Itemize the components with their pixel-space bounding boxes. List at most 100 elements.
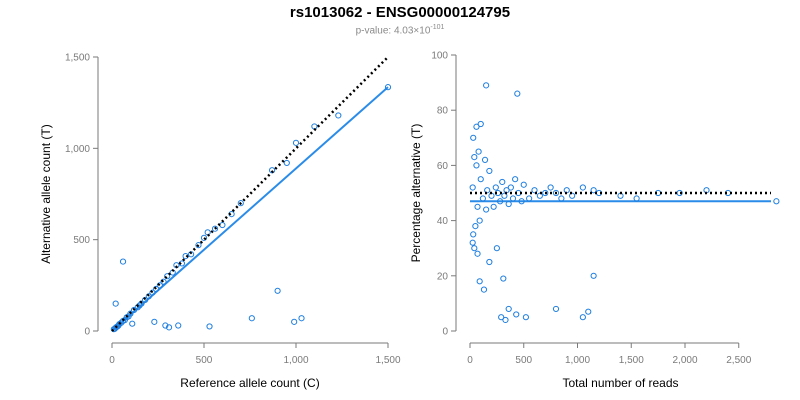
- y-axis-title: Alternative allele count (T): [39, 124, 53, 263]
- data-point: [484, 187, 491, 194]
- data-point: [490, 203, 497, 210]
- data-point: [211, 225, 219, 232]
- y-tick-label: 20: [437, 271, 449, 282]
- data-point: [160, 278, 167, 285]
- data-point: [633, 195, 640, 202]
- data-point: [590, 187, 597, 194]
- data-point: [499, 178, 506, 186]
- data-point: [237, 200, 244, 207]
- y-tick-label: 0: [442, 327, 448, 338]
- data-point: [200, 234, 208, 241]
- pvalue-base: 10: [419, 25, 431, 37]
- data-point: [481, 156, 489, 163]
- y-tick-label: 40: [437, 216, 449, 227]
- x-tick-label: 0: [109, 355, 115, 366]
- data-point: [469, 239, 476, 246]
- pvalue-prefix: p-value: 4.03: [355, 25, 414, 37]
- data-point: [486, 258, 493, 266]
- pvalue-times: ×: [413, 25, 420, 37]
- data-point: [498, 314, 505, 321]
- data-point: [291, 318, 298, 325]
- data-point: [531, 187, 538, 194]
- data-point: [486, 167, 493, 175]
- panel-1: 0 500 1,000 1,500 0 500 1,000 1,500 Reference al…: [39, 53, 401, 391]
- data-point: [473, 123, 480, 130]
- data-point: [480, 286, 488, 293]
- data-point: [500, 275, 507, 282]
- x-tick-label: 1,500: [375, 355, 400, 366]
- data-point: [153, 285, 160, 293]
- data-point: [384, 84, 392, 91]
- data-point: [138, 300, 145, 307]
- data-point: [165, 324, 173, 331]
- data-point: [579, 314, 586, 321]
- pvalue-exponent: -101: [430, 24, 445, 31]
- x-tick-label: 500: [196, 355, 213, 366]
- data-point: [492, 184, 499, 191]
- data-point: [195, 242, 202, 249]
- data-point: [129, 320, 136, 327]
- data-point: [579, 184, 586, 191]
- data-point: [501, 192, 508, 199]
- data-point: [151, 318, 158, 325]
- data-point: [552, 189, 560, 197]
- data-point: [552, 305, 560, 313]
- data-point: [473, 162, 480, 169]
- data-point: [476, 278, 483, 285]
- data-point: [204, 229, 211, 236]
- x-tick-label: 1,500: [619, 355, 644, 366]
- data-point: [470, 231, 477, 238]
- data-point: [112, 300, 119, 307]
- data-point: [474, 203, 481, 210]
- chart-subtitle: p-value: 4.03×10-101: [0, 24, 800, 36]
- data-point: [536, 192, 543, 199]
- data-point: [483, 206, 490, 213]
- data-point: [477, 176, 484, 183]
- x-tick-label: 2,500: [726, 355, 751, 366]
- data-point: [162, 322, 169, 329]
- data-point: [298, 315, 305, 322]
- data-point: [542, 189, 549, 197]
- data-point: [505, 305, 512, 313]
- data-point: [585, 308, 592, 315]
- y-tick-label: 60: [437, 161, 449, 172]
- y-axis-title: Percentage alternative (T): [409, 124, 423, 263]
- data-point: [292, 139, 300, 146]
- data-point: [497, 198, 504, 205]
- data-point: [142, 296, 149, 304]
- data-point: [479, 195, 486, 202]
- data-point: [130, 306, 138, 314]
- data-point: [558, 195, 565, 202]
- data-point: [483, 82, 490, 89]
- data-point: [569, 192, 576, 199]
- data-point: [283, 159, 290, 167]
- data-point: [471, 245, 478, 252]
- y-tick-label: 100: [431, 51, 448, 62]
- data-point: [493, 245, 500, 252]
- chart-title: rs1013062 - ENSG00000124795: [289, 4, 511, 21]
- data-point: [509, 195, 517, 202]
- data-point: [474, 250, 481, 257]
- y-tick-label: 0: [84, 327, 90, 338]
- data-point: [518, 198, 525, 205]
- x-tick-label: 1,000: [565, 355, 590, 366]
- x-tick-label: 1,000: [283, 355, 308, 366]
- data-point: [248, 315, 255, 322]
- data-point: [676, 189, 683, 197]
- data-point: [149, 289, 156, 296]
- data-point: [145, 293, 152, 300]
- data-point: [512, 176, 519, 183]
- data-point: [513, 311, 520, 318]
- data-point: [507, 184, 514, 191]
- y-tick-label: 500: [73, 235, 90, 246]
- data-point: [472, 223, 479, 230]
- data-point: [514, 90, 521, 97]
- data-point: [156, 282, 163, 289]
- data-point: [520, 181, 527, 188]
- data-point: [475, 148, 482, 155]
- fit-line: [111, 86, 389, 332]
- x-tick-label: 2,000: [672, 355, 697, 366]
- data-point: [522, 314, 530, 321]
